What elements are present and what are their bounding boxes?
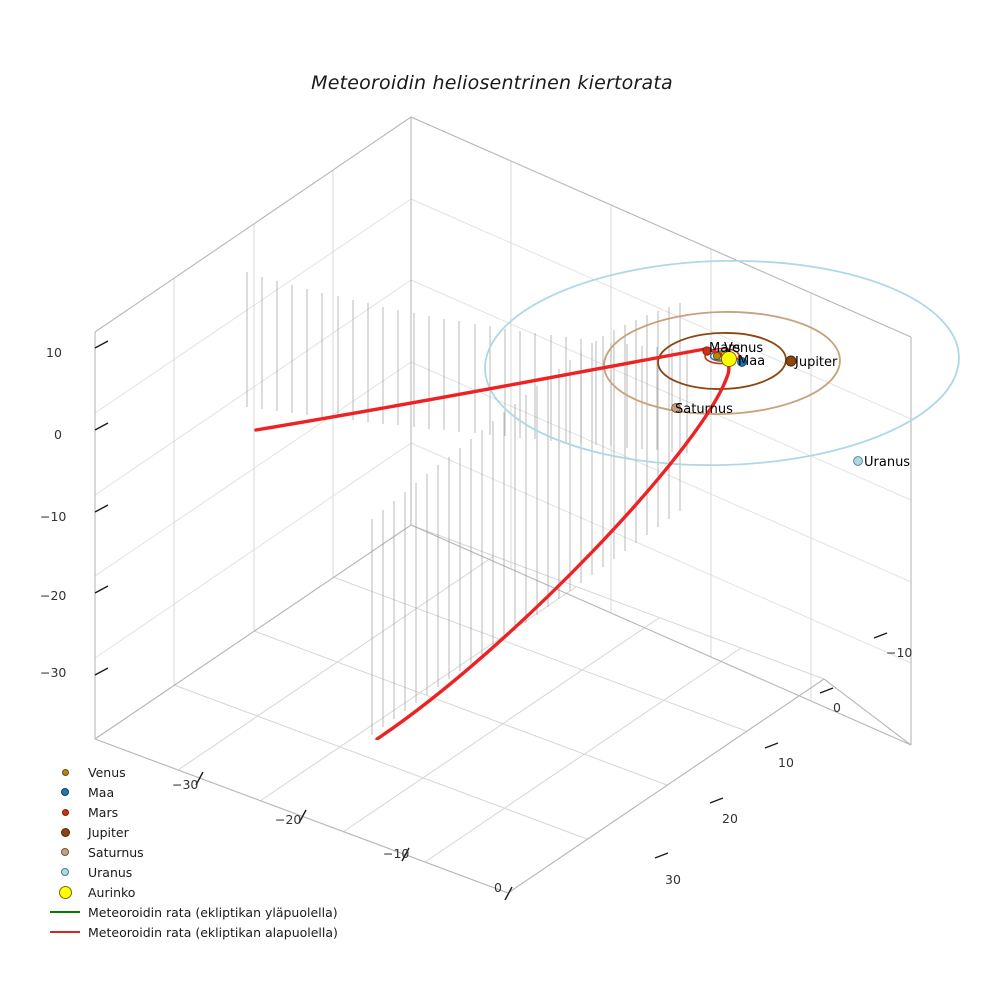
- body-maa: [737, 357, 747, 367]
- tick-label-bottomright-4: 30: [665, 872, 681, 887]
- legend-item-saturnus[interactable]: Saturnus: [44, 842, 338, 862]
- orbit-uranus: [484, 259, 960, 467]
- axis-ticks-bottom-right: [654, 632, 888, 859]
- legend-label-venus: Venus: [88, 764, 126, 780]
- tick-label-bottomright-3: 20: [722, 811, 738, 826]
- body-saturnus: [671, 403, 681, 413]
- body-label-venus: Venus: [724, 341, 764, 356]
- legend-marker-maa-icon: [44, 788, 86, 796]
- pane-grid-back-left: [94, 116, 412, 740]
- legend-marker-aurinko-icon: [44, 885, 86, 899]
- legend-item-trajectory-above[interactable]: Meteoroidin rata (ekliptikan yläpuolella…: [44, 902, 338, 922]
- pane-grid-back-right: [410, 116, 912, 746]
- dropline-group: [246, 272, 688, 735]
- legend-marker-jupiter-icon: [44, 827, 86, 837]
- page-title: Meteoroidin heliosentrinen kiertorata: [311, 72, 673, 94]
- tick-label-bottomleft-1: −20: [275, 812, 302, 827]
- tick-label-bottomright-1: 0: [833, 700, 841, 715]
- legend-marker-mars-icon: [44, 808, 86, 816]
- tick-label-left-2: −10: [40, 509, 67, 524]
- body-label-maa: Maa: [738, 354, 766, 369]
- legend-item-venus[interactable]: Venus: [44, 762, 338, 782]
- legend-marker-uranus-icon: [44, 868, 86, 876]
- axis-ticks-bottom-left: [195, 771, 513, 901]
- tick-label-bottomleft-0: −30: [172, 777, 199, 792]
- legend-label-maa: Maa: [88, 784, 115, 800]
- legend-item-uranus[interactable]: Uranus: [44, 862, 338, 882]
- tick-label-bottomright-0: −10: [886, 645, 913, 660]
- body-uranus: [853, 456, 863, 466]
- tick-label-left-3: −20: [40, 588, 67, 603]
- body-label-saturnus: Saturnus: [675, 402, 733, 417]
- legend-line-green-icon: [44, 911, 86, 913]
- orbit-mars: [704, 347, 740, 365]
- legend-line-red-icon: [44, 931, 86, 933]
- legend-item-trajectory-below[interactable]: Meteoroidin rata (ekliptikan alapuolella…: [44, 922, 338, 942]
- legend-item-aurinko[interactable]: Aurinko: [44, 882, 338, 902]
- orbit-group: [484, 259, 960, 467]
- legend-label-trajectory-above: Meteoroidin rata (ekliptikan yläpuolella…: [88, 904, 338, 920]
- tick-label-bottomleft-3: 0: [494, 880, 502, 895]
- legend-label-saturnus: Saturnus: [88, 844, 144, 860]
- legend-label-jupiter: Jupiter: [88, 824, 129, 840]
- body-markers: [671, 346, 863, 466]
- body-mars: [702, 346, 712, 356]
- pane-grid-back-left-vertical: [94, 117, 412, 739]
- axis-ticks-left: [94, 340, 109, 676]
- body-label-jupiter: Jupiter: [795, 355, 838, 370]
- pane-grid-back-right-vertical: [410, 117, 912, 745]
- body-label-uranus: Uranus: [864, 455, 911, 470]
- legend-marker-saturnus-icon: [44, 848, 86, 856]
- tick-label-bottomleft-2: −10: [383, 846, 410, 861]
- axes-panes: [94, 116, 912, 901]
- tick-label-left-4: −30: [40, 665, 67, 680]
- body-venus: [712, 351, 722, 361]
- tick-label-left-1: 0: [54, 427, 62, 442]
- legend-item-maa[interactable]: Maa: [44, 782, 338, 802]
- body-label-mars: Mars: [709, 341, 741, 356]
- body-aurinko: [721, 351, 737, 367]
- legend-marker-venus-icon: [44, 768, 86, 776]
- legend-label-trajectory-below: Meteoroidin rata (ekliptikan alapuolella…: [88, 924, 338, 940]
- tick-label-left-0: 10: [46, 345, 62, 360]
- legend: Venus Maa Mars Jupiter Saturnus: [44, 762, 338, 942]
- legend-label-uranus: Uranus: [88, 864, 133, 880]
- legend-label-mars: Mars: [88, 804, 119, 820]
- body-jupiter: [785, 355, 797, 367]
- legend-item-mars[interactable]: Mars: [44, 802, 338, 822]
- tick-label-bottomright-2: 10: [778, 755, 794, 770]
- legend-label-aurinko: Aurinko: [88, 884, 136, 900]
- legend-item-jupiter[interactable]: Jupiter: [44, 822, 338, 842]
